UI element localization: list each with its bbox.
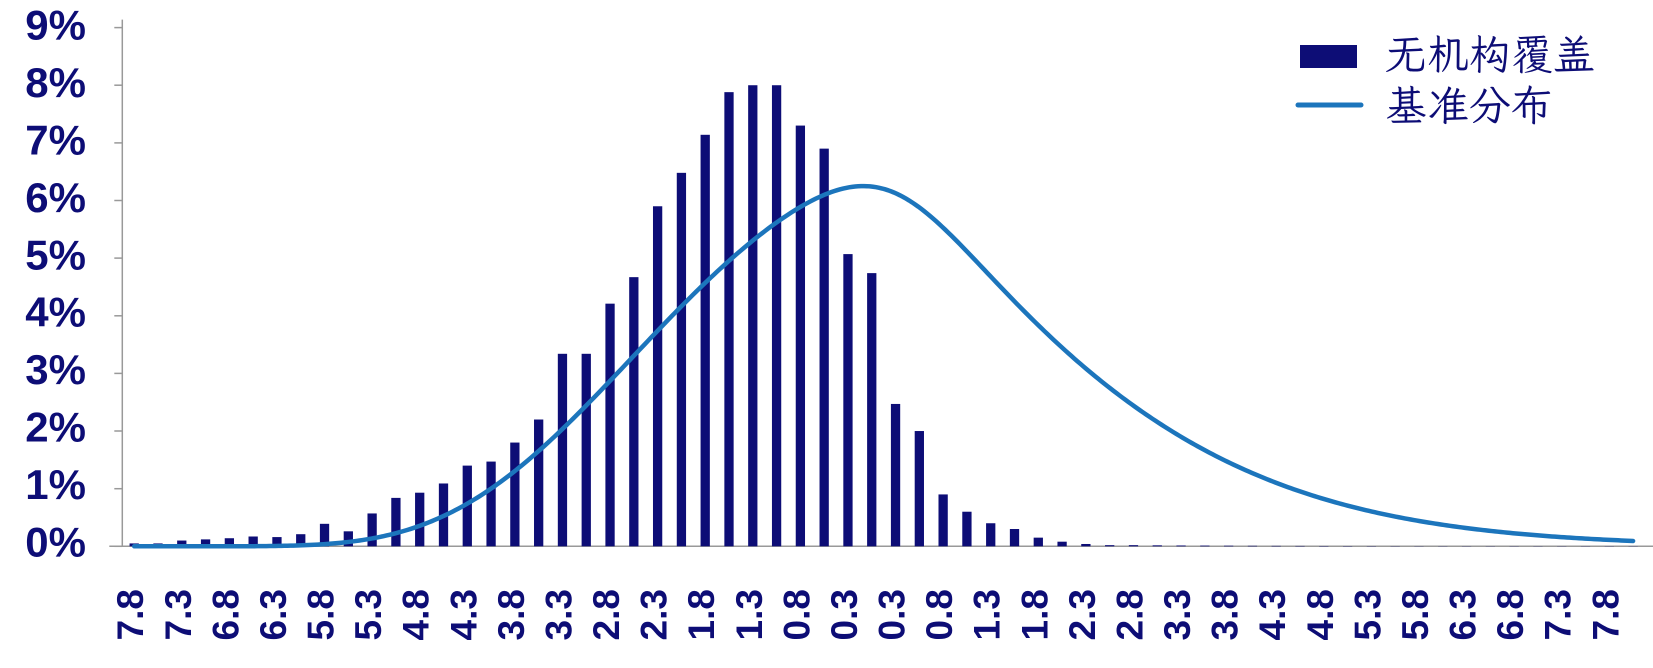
svg-text:8%: 8% [25,59,86,106]
svg-text:1.8: 1.8 [681,589,722,640]
svg-text:0.3: 0.3 [872,589,913,640]
svg-text:3.8: 3.8 [491,589,532,640]
svg-text:2.8: 2.8 [1109,589,1150,640]
svg-text:4%: 4% [25,289,86,336]
svg-text:基准分布: 基准分布 [1385,77,1553,132]
svg-text:1.8: 1.8 [1014,589,1055,640]
svg-text:6%: 6% [25,174,86,221]
svg-text:3.8: 3.8 [1205,589,1246,640]
svg-text:6.8: 6.8 [1490,589,1531,640]
svg-text:0.3: 0.3 [824,589,865,640]
svg-text:0.8: 0.8 [776,589,817,640]
svg-text:3.3: 3.3 [1157,589,1198,640]
svg-text:7.8: 7.8 [1585,589,1626,640]
svg-text:5%: 5% [25,231,86,278]
svg-text:9%: 9% [25,2,86,49]
svg-text:5.8: 5.8 [301,589,342,640]
svg-text:1.3: 1.3 [729,589,770,640]
svg-text:0.8: 0.8 [919,589,960,640]
svg-text:2%: 2% [25,404,86,451]
svg-text:3.3: 3.3 [538,589,579,640]
svg-text:5.3: 5.3 [1347,589,1388,640]
svg-text:7.3: 7.3 [158,589,199,640]
svg-text:1%: 1% [25,461,86,508]
svg-text:无机构覆盖: 无机构覆盖 [1385,26,1595,81]
svg-text:6.8: 6.8 [205,589,246,640]
svg-text:1.3: 1.3 [967,589,1008,640]
svg-text:7%: 7% [25,116,86,163]
svg-text:3%: 3% [25,346,86,393]
svg-text:4.8: 4.8 [396,589,437,640]
svg-text:2.3: 2.3 [1062,589,1103,640]
svg-text:4.8: 4.8 [1300,589,1341,640]
svg-text:7.3: 7.3 [1538,589,1579,640]
svg-text:4.3: 4.3 [1252,589,1293,640]
svg-text:5.3: 5.3 [348,589,389,640]
svg-text:2.3: 2.3 [634,589,675,640]
svg-text:4.3: 4.3 [443,589,484,640]
svg-text:5.8: 5.8 [1395,589,1436,640]
svg-text:2.8: 2.8 [586,589,627,640]
svg-text:6.3: 6.3 [253,589,294,640]
svg-text:6.3: 6.3 [1443,589,1484,640]
svg-text:0%: 0% [25,519,86,566]
svg-text:7.8: 7.8 [110,589,151,640]
